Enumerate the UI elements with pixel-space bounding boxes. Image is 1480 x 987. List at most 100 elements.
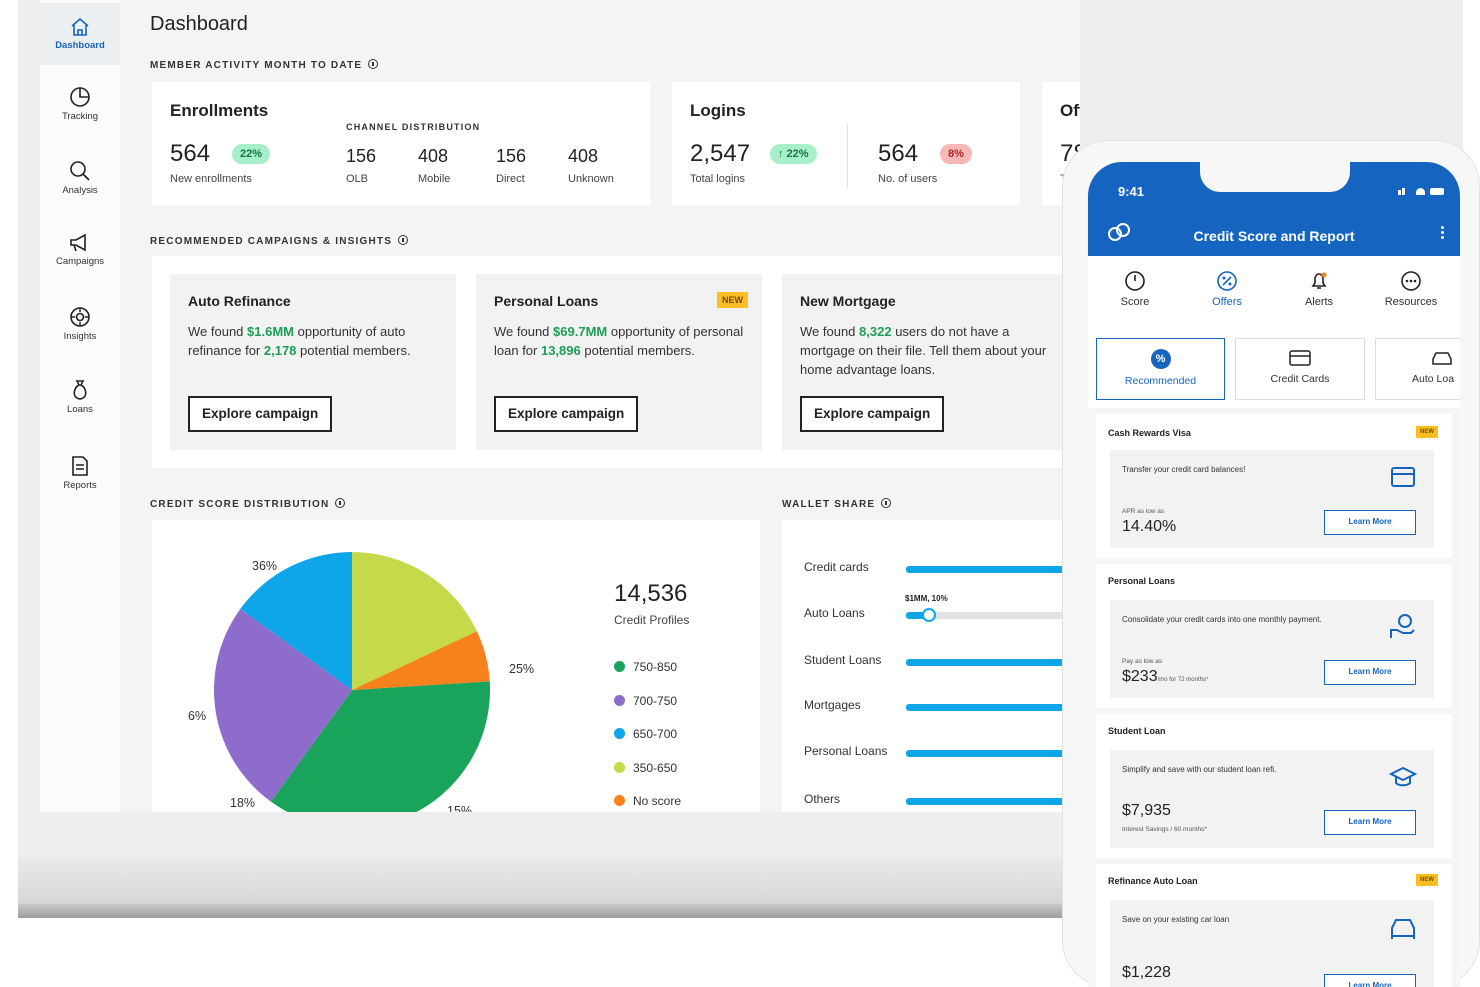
chip-auto-loans[interactable]: Auto Loa	[1375, 338, 1460, 400]
legend-item: 650-700	[614, 727, 677, 741]
campaign-title: Auto Refinance	[188, 293, 291, 309]
divider	[847, 124, 848, 188]
channel-value: 156	[496, 146, 527, 166]
chip-credit-cards[interactable]: Credit Cards	[1235, 338, 1365, 400]
sidebar-item-dashboard[interactable]: Dashboard	[40, 3, 120, 65]
sidebar-item-label: Insights	[63, 331, 97, 342]
credit-score-pie-chart	[214, 552, 490, 812]
wallet-bar	[906, 798, 1080, 805]
wallet-bar	[906, 659, 1080, 666]
pie-slice-350-650[interactable]	[352, 552, 477, 690]
offer-description: Consolidate your credit cards into one m…	[1122, 615, 1322, 624]
offer-clicks-title: Offer Clicks	[1060, 101, 1080, 120]
offer-name: Refinance Auto Loan	[1108, 876, 1198, 886]
users-change-badge: 8%	[940, 144, 972, 164]
channel-label: Unknown	[568, 173, 614, 185]
learn-more-button[interactable]: Learn More	[1324, 660, 1416, 685]
offer-card: Consolidate your credit cards into one m…	[1110, 600, 1434, 698]
learn-more-button[interactable]: Learn More	[1324, 810, 1416, 835]
info-icon[interactable]	[335, 498, 346, 508]
offer-refinance-auto-loan: Refinance Auto Loan NEW Save on your exi…	[1096, 864, 1452, 987]
info-icon[interactable]	[368, 59, 379, 69]
info-icon[interactable]	[398, 235, 409, 245]
offer-name: Cash Rewards Visa	[1108, 428, 1191, 438]
credit-card-icon	[1391, 467, 1415, 487]
sidebar-item-campaigns[interactable]: Campaigns	[40, 233, 120, 295]
sidebar-item-reports[interactable]: Reports	[40, 455, 120, 517]
campaign-description: We found 8,322 users do not have a mortg…	[800, 324, 1047, 377]
megaphone-icon	[70, 233, 86, 252]
channel-label: OLB	[346, 173, 369, 185]
wallet-row-label: Auto Loans	[804, 606, 865, 620]
offer-name: Personal Loans	[1108, 576, 1176, 586]
chip-recommended[interactable]: % Recommended	[1096, 338, 1225, 400]
wallet-row-label: Others	[804, 792, 841, 806]
explore-campaign-button[interactable]: Explore campaign	[800, 396, 945, 432]
offer-card: Save on your existing car loan $1,228 Le…	[1110, 900, 1434, 987]
offer-cash-rewards-visa: Cash Rewards Visa NEW Transfer your cred…	[1096, 414, 1452, 558]
info-icon[interactable]	[881, 498, 892, 508]
car-icon	[1432, 352, 1452, 365]
sidebar-item-insights[interactable]: Insights	[40, 306, 120, 368]
logins-title: Logins	[690, 101, 746, 120]
offer-subtitle: Interest Savings / 60 months*	[1122, 826, 1207, 833]
pie-slice-700-750[interactable]	[214, 608, 352, 802]
campaign-title: New Mortgage	[800, 293, 896, 309]
more-icon	[1401, 271, 1421, 291]
graduation-cap-icon	[1388, 766, 1418, 787]
logins-card: Logins 2,547 ↑ 22% Total logins 564 8% N…	[672, 82, 1020, 205]
campaign-title: Personal Loans	[494, 293, 599, 309]
credit-card-icon	[1289, 350, 1311, 366]
credit-profiles-label: Credit Profiles	[614, 613, 690, 627]
money-hand-icon	[1390, 614, 1415, 638]
pie-label: 25%	[509, 662, 535, 676]
tab-alerts[interactable]: Alerts	[1274, 270, 1364, 308]
campaign-card-personal-loans: Personal Loans NEW We found $69.7MM oppo…	[476, 274, 762, 450]
percent-icon	[1217, 271, 1237, 291]
phone-title: Credit Score and Report	[1193, 228, 1355, 244]
pie-slice-750-850[interactable]	[270, 681, 490, 812]
pie-slice-650-700[interactable]	[240, 552, 352, 690]
tab-offers[interactable]: Offers	[1182, 270, 1272, 308]
credit-score-card: 36% 25% 15% 18% 6% 14,536 Credit Profile…	[152, 520, 760, 812]
sidebar-item-label: Analysis	[62, 185, 98, 196]
document-icon	[72, 456, 88, 476]
offer-personal-loans: Personal Loans Consolidate your credit c…	[1096, 564, 1452, 708]
sidebar-item-analysis[interactable]: Analysis	[40, 160, 120, 222]
pie-label: 15%	[447, 804, 473, 812]
credit-profiles-total: 14,536	[614, 580, 688, 607]
new-badge: NEW	[1416, 874, 1438, 886]
wallet-bar	[906, 566, 1080, 573]
pie-slice-no-score[interactable]	[352, 631, 490, 690]
channel-value: 408	[568, 146, 599, 166]
sidebar-item-label: Campaigns	[55, 256, 105, 267]
offer-value: $1,228	[1122, 964, 1171, 981]
tab-resources[interactable]: Resources	[1366, 270, 1456, 308]
explore-campaign-button[interactable]: Explore campaign	[494, 396, 639, 432]
enrollments-value: 564	[170, 140, 211, 167]
insights-icon	[70, 307, 90, 327]
legend-item: 750-850	[614, 660, 677, 674]
sidebar-item-tracking[interactable]: Tracking	[40, 86, 120, 148]
member-activity-section-label: MEMBER ACTIVITY MONTH TO DATE	[150, 59, 379, 71]
logins-users-value: 564	[878, 140, 919, 167]
tab-score[interactable]: Score	[1090, 270, 1180, 308]
offer-description: Transfer your credit card balances!	[1122, 465, 1246, 474]
car-icon	[1391, 919, 1415, 939]
learn-more-button[interactable]: Learn More	[1324, 510, 1416, 535]
offer-description: Simplify and save with our student loan …	[1122, 765, 1277, 774]
enrollments-label: New enrollments	[170, 173, 252, 185]
sidebar-item-loans[interactable]: Loans	[40, 379, 120, 441]
kebab-menu-icon[interactable]	[1441, 226, 1444, 240]
credit-score-section-label: CREDIT SCORE DISTRIBUTION	[150, 498, 346, 510]
explore-campaign-button[interactable]: Explore campaign	[188, 396, 333, 432]
new-badge: NEW	[717, 292, 748, 308]
pie-chart-icon	[70, 87, 90, 107]
phone-status-time: 9:41	[1118, 184, 1145, 199]
offer-value: $7,935	[1122, 802, 1171, 819]
wallet-annotation: $1MM, 10%	[905, 594, 948, 603]
logins-total-value: 2,547	[690, 140, 751, 167]
enrollments-change-badge: 22%	[232, 144, 271, 164]
slider-handle[interactable]	[922, 608, 936, 622]
learn-more-button[interactable]: Learn More	[1324, 974, 1416, 987]
